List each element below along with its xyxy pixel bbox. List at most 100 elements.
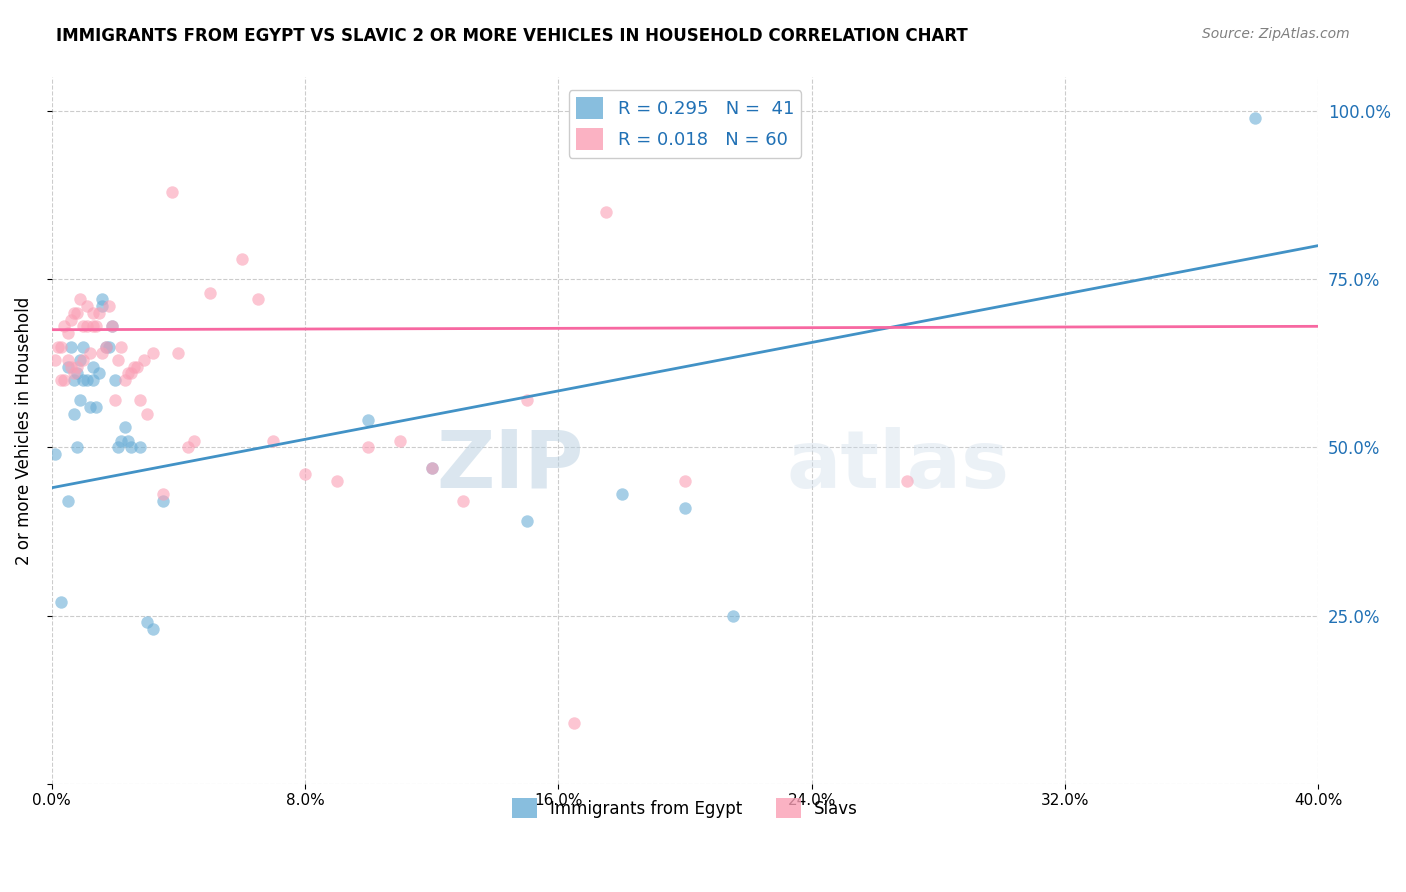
Point [152, 487, 174, 501]
Point [198, 285, 221, 300]
Point [152, 494, 174, 508]
Point [63, 373, 86, 387]
Point [89, 306, 111, 320]
Point [357, 441, 380, 455]
Point [167, 346, 190, 360]
Point [82, 306, 104, 320]
Point [94, 339, 117, 353]
Y-axis label: 2 or more Vehicles in Household: 2 or more Vehicles in Household [15, 296, 32, 565]
Point [72, 373, 94, 387]
Point [142, 346, 165, 360]
Point [69, 353, 91, 368]
Point [231, 252, 253, 266]
Point [91, 299, 114, 313]
Point [562, 716, 585, 731]
Point [721, 608, 744, 623]
Point [104, 373, 127, 387]
Point [453, 494, 475, 508]
Point [56, 359, 79, 374]
Point [56, 494, 79, 508]
Point [66, 306, 89, 320]
Point [114, 420, 136, 434]
Point [76, 373, 98, 387]
Legend: Immigrants from Egypt, Slavs: Immigrants from Egypt, Slavs [505, 791, 865, 825]
Point [91, 346, 114, 360]
Point [46, 339, 69, 353]
Point [120, 367, 142, 381]
Point [66, 367, 89, 381]
Point [117, 367, 139, 381]
Point [129, 393, 152, 408]
Point [110, 434, 132, 448]
Point [294, 467, 316, 482]
Point [246, 293, 269, 307]
Point [63, 367, 86, 381]
Point [135, 615, 157, 630]
Point [110, 339, 132, 353]
Point [673, 500, 696, 515]
Point [595, 205, 617, 219]
Point [63, 306, 86, 320]
Point [122, 359, 145, 374]
Point [420, 460, 443, 475]
Point [135, 407, 157, 421]
Point [72, 353, 94, 368]
Text: IMMIGRANTS FROM EGYPT VS SLAVIC 2 OR MORE VEHICLES IN HOUSEHOLD CORRELATION CHAR: IMMIGRANTS FROM EGYPT VS SLAVIC 2 OR MOR… [56, 27, 967, 45]
Point [132, 353, 155, 368]
Point [53, 319, 76, 334]
Point [51, 373, 73, 387]
Point [79, 400, 101, 414]
Point [63, 407, 86, 421]
Point [177, 441, 200, 455]
Point [51, 339, 73, 353]
Point [107, 353, 129, 368]
Point [610, 487, 633, 501]
Point [59, 359, 82, 374]
Point [262, 434, 284, 448]
Text: Source: ZipAtlas.com: Source: ZipAtlas.com [1202, 27, 1350, 41]
Point [82, 359, 104, 374]
Point [51, 595, 73, 609]
Point [53, 373, 76, 387]
Point [44, 353, 66, 368]
Point [357, 413, 380, 427]
Point [76, 299, 98, 313]
Point [120, 441, 142, 455]
Point [142, 622, 165, 636]
Point [84, 319, 107, 334]
Point [69, 293, 91, 307]
Point [72, 339, 94, 353]
Point [44, 447, 66, 461]
Point [56, 326, 79, 340]
Point [84, 400, 107, 414]
Point [59, 339, 82, 353]
Point [66, 441, 89, 455]
Point [673, 474, 696, 488]
Point [516, 515, 538, 529]
Point [66, 359, 89, 374]
Point [896, 474, 918, 488]
Point [69, 393, 91, 408]
Point [101, 319, 124, 334]
Point [91, 293, 114, 307]
Point [127, 359, 149, 374]
Point [107, 441, 129, 455]
Point [516, 393, 538, 408]
Point [420, 460, 443, 475]
Point [1244, 111, 1267, 125]
Point [59, 312, 82, 326]
Point [89, 367, 111, 381]
Point [117, 434, 139, 448]
Point [79, 346, 101, 360]
Point [72, 319, 94, 334]
Point [129, 441, 152, 455]
Point [94, 339, 117, 353]
Point [114, 373, 136, 387]
Text: ZIP: ZIP [436, 427, 583, 505]
Text: atlas: atlas [786, 427, 1010, 505]
Point [76, 319, 98, 334]
Point [82, 373, 104, 387]
Point [82, 319, 104, 334]
Point [97, 339, 120, 353]
Point [183, 434, 205, 448]
